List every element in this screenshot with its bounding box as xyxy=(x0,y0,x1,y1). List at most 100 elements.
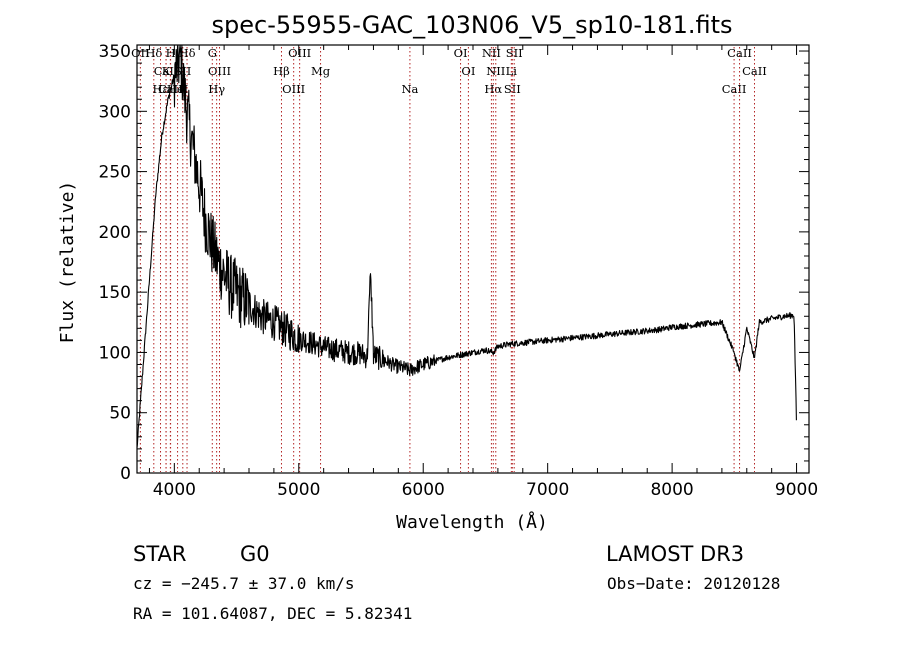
x-tick-label: 5000 xyxy=(277,480,320,500)
spectrum-point xyxy=(684,325,685,326)
spectrum-point xyxy=(370,270,371,271)
y-tick-label: 0 xyxy=(120,464,131,484)
spectrum-point xyxy=(248,304,249,305)
spectrum-point xyxy=(174,75,175,76)
line-marker-label: G xyxy=(208,46,217,60)
y-tick-label: 150 xyxy=(99,283,131,303)
spectrum-point xyxy=(217,261,218,262)
observation-date: Obs−Date: 20120128 xyxy=(607,574,780,593)
spectrum-point xyxy=(535,341,536,342)
spectrum-point xyxy=(348,352,349,353)
spectrum-point xyxy=(261,316,262,317)
spectrum-point xyxy=(709,323,710,324)
line-marker-label: CaII xyxy=(722,82,747,96)
line-marker-label: H xyxy=(166,46,176,60)
y-tick-label: 350 xyxy=(99,42,131,62)
spectrum-point xyxy=(584,336,585,337)
line-marker-label: OI xyxy=(461,64,475,78)
spectrum-point xyxy=(696,324,697,325)
spectrum-point xyxy=(448,357,449,358)
spectrum-point xyxy=(739,371,740,372)
y-axis-label: Flux (relative) xyxy=(57,181,78,344)
spectrum-point xyxy=(367,357,368,358)
spectrum-point xyxy=(647,330,648,331)
x-tick-label: 8000 xyxy=(650,480,693,500)
y-tick-label: 300 xyxy=(99,102,131,122)
spectrum-point xyxy=(360,353,361,354)
spectrum-point xyxy=(793,314,794,315)
spectrum-point xyxy=(311,342,312,343)
spectrum-point xyxy=(404,368,405,369)
spectrum-point xyxy=(746,328,747,329)
line-marker-label: OIII xyxy=(208,64,231,78)
spectrum-point xyxy=(759,322,760,323)
y-tick-label: 100 xyxy=(99,343,131,363)
spectrum-point xyxy=(379,358,380,359)
x-tick-label: 6000 xyxy=(402,480,445,500)
y-tick-label: 200 xyxy=(99,223,131,243)
spectrum-point xyxy=(472,352,473,353)
spectrum-point xyxy=(572,337,573,338)
plot-frame xyxy=(136,44,810,474)
line-marker-label: OI xyxy=(454,46,468,60)
spectrum-point xyxy=(336,349,337,350)
spectrum-point xyxy=(733,352,734,353)
spectrum-point xyxy=(149,279,150,280)
chart-title: spec-55955-GAC_103N06_V5_sp10-181.fits xyxy=(212,11,733,39)
spectrum-point xyxy=(672,327,673,328)
spectrum-series xyxy=(136,44,797,448)
spectrum-point xyxy=(721,322,722,323)
redshift-velocity: cz = −245.7 ± 37.0 km/s xyxy=(133,574,355,593)
line-marker-label: Mg xyxy=(311,64,331,78)
line-marker-label: SII xyxy=(504,82,521,96)
spectrum-point xyxy=(771,318,772,319)
spectrum-point xyxy=(168,99,169,100)
x-axis-label: Wavelength (Å) xyxy=(396,511,548,533)
spectrum-line xyxy=(136,44,797,448)
spectrum-point xyxy=(784,316,785,317)
line-marker-label: SII xyxy=(506,46,523,60)
line-marker-label: Li xyxy=(506,64,518,78)
line-marker-label: CaII xyxy=(742,64,767,78)
y-tick-label: 250 xyxy=(99,163,131,183)
spectrum-point xyxy=(609,334,610,335)
spectrum-point xyxy=(192,147,193,148)
line-marker-label: Na xyxy=(401,82,418,96)
spectrum-point xyxy=(398,366,399,367)
line-marker-label: K xyxy=(162,64,171,78)
spectrum-point xyxy=(597,335,598,336)
spectrum-point xyxy=(622,333,623,334)
spectrum-point xyxy=(796,424,797,425)
spectrum-point xyxy=(298,337,299,338)
sky-coordinates: RA = 101.64087, DEC = 5.82341 xyxy=(133,604,412,623)
spectrum-point xyxy=(161,135,162,136)
spectrum-point xyxy=(659,329,660,330)
line-marker-label: CaII xyxy=(727,46,752,60)
spectrum-point xyxy=(510,343,511,344)
spectrum-point xyxy=(230,286,231,287)
line-marker-label: Hβ xyxy=(273,64,290,78)
spectrum-point xyxy=(286,330,287,331)
spectrum-point xyxy=(754,358,755,359)
x-tick-label: 9000 xyxy=(775,480,818,500)
line-marker-label: NII xyxy=(486,64,505,78)
spectrum-point xyxy=(155,195,156,196)
y-tick-label: 50 xyxy=(109,404,131,424)
spectrum-point xyxy=(634,331,635,332)
spectrum-point xyxy=(485,349,486,350)
object-class: STAR xyxy=(133,542,186,566)
spectrum-point xyxy=(186,111,187,112)
spectrum-point xyxy=(497,346,498,347)
spectrum-point xyxy=(373,354,374,355)
spectrum-point xyxy=(211,243,212,244)
line-marker-label: Hα xyxy=(484,82,502,96)
spectrum-point xyxy=(385,360,386,361)
spectrum-point xyxy=(416,366,417,367)
spectrum-point xyxy=(143,364,144,365)
spectrum-point xyxy=(423,364,424,365)
object-subclass: G0 xyxy=(240,542,270,566)
spectrum-point xyxy=(522,342,523,343)
spectrum-point xyxy=(460,354,461,355)
